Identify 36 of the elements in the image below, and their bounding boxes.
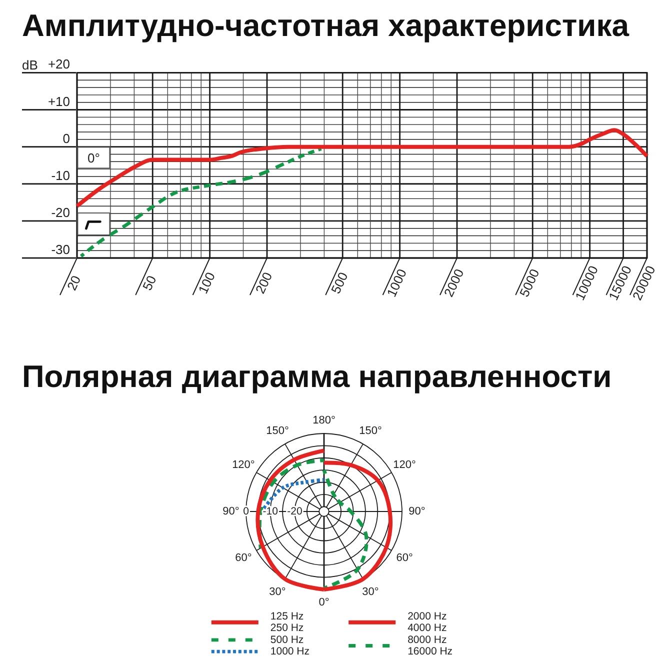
chart-title: Амплитудно-частотная характеристика [22, 8, 630, 43]
y-tick-label: -10 [51, 168, 70, 183]
spoke-label: 150° [266, 424, 289, 437]
x-tick-label: 5000 [516, 266, 542, 300]
spoke-label: 120° [232, 459, 255, 471]
x-tick-label: 50 [140, 273, 160, 293]
spoke-label: 150° [359, 424, 382, 437]
y-axis-title: dB [22, 58, 38, 73]
spoke-label: 120° [393, 459, 416, 471]
spoke-label: 90° [408, 506, 426, 518]
legend-label: 500 Hz [270, 634, 304, 646]
x-tick-label: 500 [328, 270, 351, 296]
spoke-label: 30° [269, 586, 286, 598]
spoke-label: 60° [235, 552, 252, 564]
legend-label: 1000 Hz [270, 646, 310, 658]
legend-label: 8000 Hz 16000 Hz [408, 634, 453, 658]
y-tick-label: 0 [62, 130, 70, 146]
legend-label: 125 Hz 250 Hz [270, 610, 304, 634]
x-tick-label: 10000 [572, 263, 602, 302]
x-tick-label: 20 [64, 273, 84, 293]
y-tick-label: -20 [51, 204, 70, 220]
chart-title: Полярная диаграмма направленности [22, 359, 612, 394]
y-tick-label: -30 [51, 242, 70, 257]
spoke-label: 30° [362, 586, 379, 598]
annotation: 0° [87, 150, 100, 166]
y-tick-label: +20 [48, 56, 70, 72]
x-tick-label: 1000 [384, 266, 410, 300]
spoke-label: 180° [312, 414, 336, 426]
spoke-label: 90° [222, 506, 240, 518]
spoke-label: 0° [318, 596, 330, 608]
y-tick-label: +10 [48, 94, 70, 109]
x-tick-label: 200 [252, 270, 276, 296]
x-tick-label: 2000 [440, 266, 467, 300]
legend-label: 2000 Hz 4000 Hz [408, 610, 447, 634]
spoke-label: 60° [396, 552, 413, 564]
x-tick-label: 100 [195, 270, 218, 296]
